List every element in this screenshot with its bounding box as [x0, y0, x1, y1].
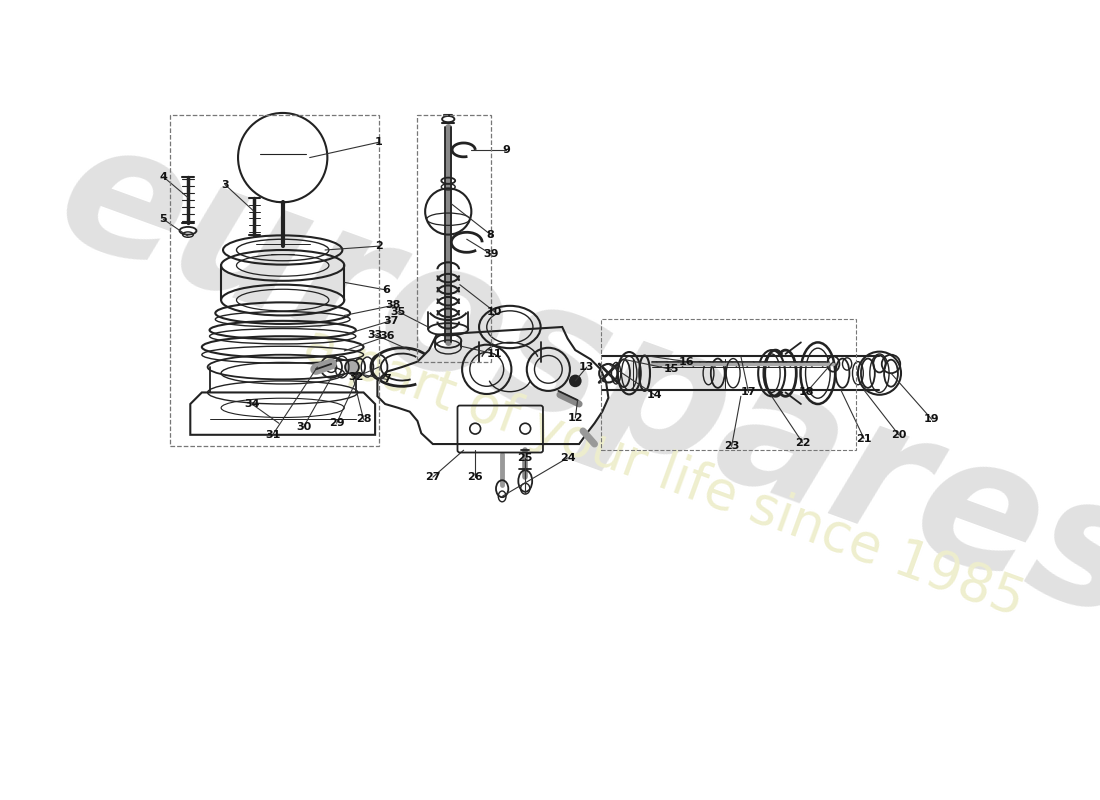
- Text: 30: 30: [296, 422, 311, 432]
- Circle shape: [570, 375, 581, 386]
- Text: 22: 22: [794, 438, 811, 447]
- Text: 18: 18: [799, 387, 814, 398]
- Text: 17: 17: [740, 387, 757, 398]
- Text: 14: 14: [647, 390, 662, 400]
- Text: 8: 8: [486, 230, 495, 240]
- Text: 29: 29: [329, 418, 344, 428]
- Text: 6: 6: [383, 285, 390, 295]
- Text: 35: 35: [390, 306, 406, 317]
- Text: 27: 27: [425, 472, 441, 482]
- Text: 37: 37: [383, 316, 398, 326]
- Circle shape: [345, 360, 359, 374]
- Text: 21: 21: [856, 434, 872, 444]
- Text: 31: 31: [265, 430, 280, 440]
- Text: 12: 12: [568, 413, 583, 423]
- Text: 19: 19: [924, 414, 939, 424]
- Text: 38: 38: [385, 301, 400, 310]
- Text: 20: 20: [891, 430, 906, 440]
- Text: 10: 10: [487, 306, 502, 317]
- Text: 15: 15: [664, 364, 679, 374]
- Text: 13: 13: [580, 362, 594, 372]
- Text: 2: 2: [375, 241, 383, 251]
- Text: 16: 16: [679, 357, 695, 366]
- Text: 9: 9: [502, 145, 510, 155]
- Text: 26: 26: [468, 472, 483, 482]
- Text: 11: 11: [486, 349, 503, 359]
- Text: 5: 5: [160, 214, 167, 224]
- Text: a part of your life since 1985: a part of your life since 1985: [297, 318, 1031, 628]
- Text: 24: 24: [560, 453, 575, 463]
- Text: 39: 39: [483, 249, 498, 259]
- Text: 4: 4: [160, 172, 167, 182]
- Text: 7: 7: [383, 374, 390, 384]
- Text: 3: 3: [221, 179, 229, 190]
- Text: 1: 1: [375, 137, 383, 147]
- Text: 25: 25: [518, 453, 532, 463]
- Text: 36: 36: [378, 331, 395, 342]
- Text: 28: 28: [355, 414, 372, 424]
- Text: 34: 34: [244, 399, 260, 409]
- Text: 23: 23: [724, 442, 739, 451]
- Text: eurospares: eurospares: [36, 103, 1100, 658]
- Text: 32: 32: [349, 372, 363, 382]
- Text: 33: 33: [367, 330, 383, 340]
